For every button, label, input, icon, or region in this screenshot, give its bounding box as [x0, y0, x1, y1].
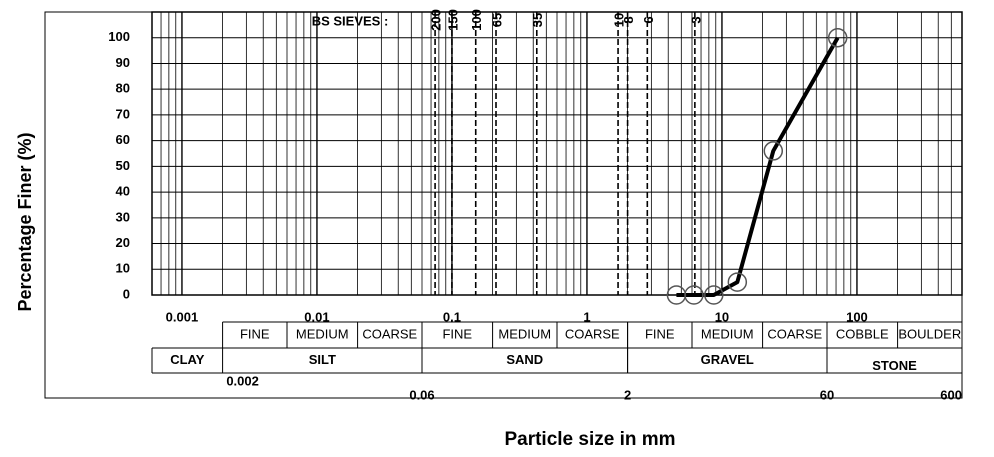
y-tick-label: 40	[116, 184, 130, 199]
x-axis-title: Particle size in mm	[504, 429, 675, 450]
sieve-label: 6	[641, 16, 656, 23]
sub-band-label: BOULDER	[898, 326, 961, 341]
sieve-label: 150	[445, 9, 460, 31]
sub-band-label: FINE	[645, 326, 675, 341]
x-tick-label: 1	[583, 309, 590, 324]
boundary-label: 0.002	[226, 373, 259, 388]
sub-band-label: FINE	[240, 326, 270, 341]
data-point	[763, 141, 784, 161]
x-tick-label: 100	[846, 309, 868, 324]
x-tick-label: 0.1	[443, 309, 461, 324]
sub-band-label: MEDIUM	[701, 326, 754, 341]
data-point	[684, 285, 704, 305]
sub-band-label: COBBLE	[836, 326, 889, 341]
band-label: SAND	[506, 352, 543, 367]
boundary-label: 60	[820, 387, 834, 402]
boundary-label: 0.06	[409, 387, 434, 402]
y-tick-label: 100	[108, 29, 130, 44]
sieve-label: 10	[611, 13, 626, 27]
y-axis-title: Percentage Finer (%)	[15, 132, 35, 311]
plot-frame	[151, 11, 963, 296]
sieve-label: 100	[469, 9, 484, 31]
y-tick-label: 50	[116, 158, 130, 173]
data-point	[727, 272, 748, 292]
data-point	[827, 27, 848, 48]
y-tick-label: 20	[116, 235, 130, 250]
y-tick-label: 70	[116, 106, 130, 121]
x-tick-label: 0.01	[304, 309, 329, 324]
sieve-label: 8	[621, 16, 636, 23]
data-line	[676, 36, 840, 297]
data-point	[704, 285, 724, 305]
sieve-label: 200	[429, 9, 444, 31]
sub-band-label: COARSE	[767, 326, 822, 341]
sub-band-label: MEDIUM	[498, 326, 551, 341]
y-tick-label: 80	[116, 81, 130, 96]
sieve-label: 65	[489, 13, 504, 27]
sieve-label: 35	[530, 13, 545, 27]
y-tick-label: 10	[116, 261, 130, 276]
sub-band-label: MEDIUM	[296, 326, 349, 341]
x-tick-label: 0.001	[166, 309, 199, 324]
band-label: CLAY	[170, 352, 205, 367]
sieve-title: BS SIEVES :	[312, 13, 389, 28]
x-tick-label: 10	[715, 309, 729, 324]
band-label: GRAVEL	[701, 352, 754, 367]
band-label: STONE	[872, 358, 917, 373]
y-tick-label: 90	[116, 55, 130, 70]
sub-band-label: COARSE	[565, 326, 620, 341]
sieve-label: 3	[688, 16, 703, 23]
y-tick-label: 60	[116, 132, 130, 147]
sub-band-label: FINE	[442, 326, 472, 341]
y-tick-label: 30	[116, 209, 130, 224]
band-label: SILT	[309, 352, 336, 367]
boundary-label: 600	[940, 387, 962, 402]
y-tick-label: 0	[123, 286, 130, 301]
sub-band-label: COARSE	[362, 326, 417, 341]
boundary-label: 2	[624, 387, 631, 402]
